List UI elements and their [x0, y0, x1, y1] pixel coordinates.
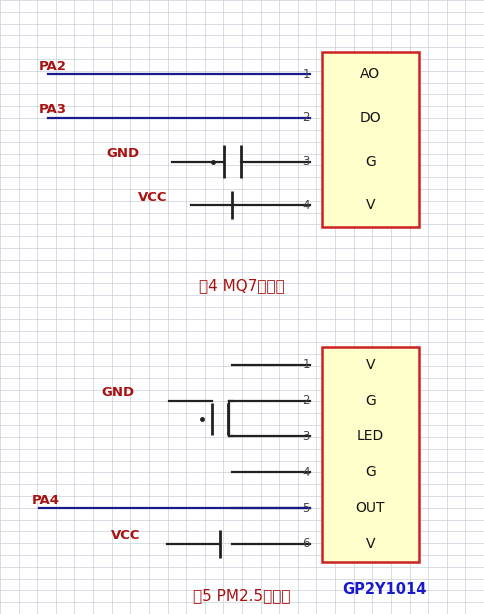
Text: 6: 6 [302, 537, 310, 550]
Text: 2: 2 [302, 394, 310, 407]
Text: GND: GND [106, 147, 139, 160]
Text: 1: 1 [302, 68, 310, 80]
Text: V: V [365, 537, 375, 551]
Text: PA3: PA3 [39, 103, 67, 116]
Bar [322, 347, 419, 562]
Text: 图5 PM2.5原理图: 图5 PM2.5原理图 [193, 588, 291, 603]
Text: 3: 3 [302, 155, 310, 168]
Text: 图4 MQ7原理图: 图4 MQ7原理图 [199, 278, 285, 293]
Text: V: V [365, 198, 375, 212]
Text: 4: 4 [302, 199, 310, 212]
Text: VCC: VCC [111, 529, 141, 542]
Text: G: G [365, 394, 376, 408]
Text: 1: 1 [302, 359, 310, 371]
Text: GND: GND [102, 386, 135, 399]
Text: OUT: OUT [356, 501, 385, 515]
Text: 3: 3 [302, 430, 310, 443]
Text: DO: DO [360, 111, 381, 125]
Text: V: V [365, 358, 375, 372]
Text: 2: 2 [302, 111, 310, 124]
Text: PA2: PA2 [39, 60, 67, 72]
Text: AO: AO [360, 67, 380, 81]
Text: 4: 4 [302, 466, 310, 479]
Text: G: G [365, 465, 376, 480]
Text: PA4: PA4 [31, 494, 60, 507]
Text: LED: LED [357, 429, 384, 443]
Text: 5: 5 [302, 502, 310, 515]
Text: VCC: VCC [138, 191, 167, 204]
Text: G: G [365, 155, 376, 169]
Text: GP2Y1014: GP2Y1014 [343, 582, 427, 597]
Bar [322, 52, 419, 227]
